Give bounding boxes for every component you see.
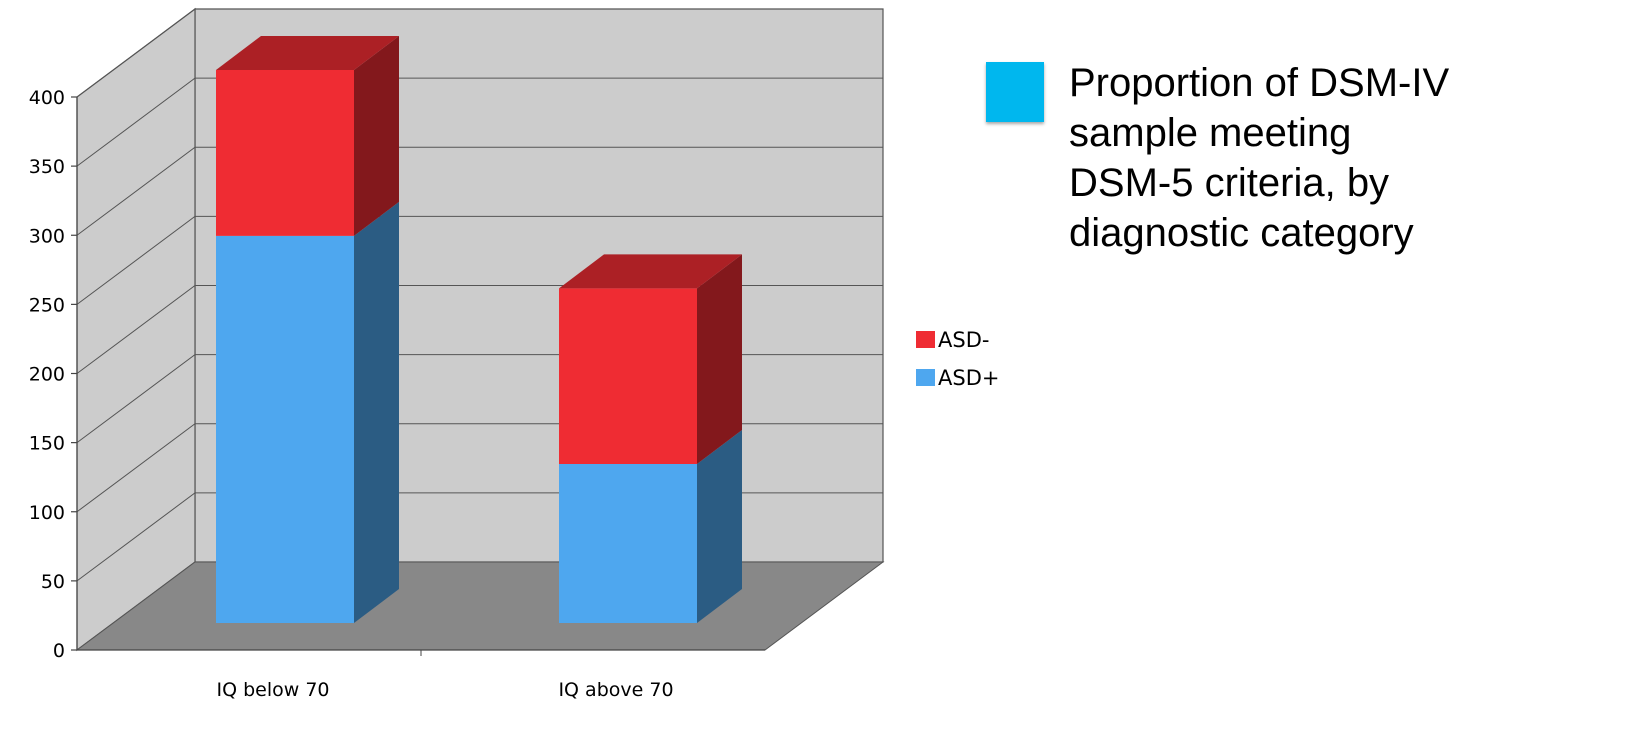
- y-tick-label: 400: [29, 87, 65, 109]
- bar-asd-plus-1: [216, 201, 399, 623]
- bar-front-face: [216, 235, 354, 623]
- legend-swatch: [916, 331, 935, 348]
- bar-side-face: [697, 430, 742, 623]
- y-axis: 0 50 100 150 200 250 300 350 400: [29, 87, 765, 662]
- bar-asd-minus-1: [216, 36, 399, 236]
- bar-front-face: [216, 70, 354, 236]
- caption-swatch: [986, 62, 1044, 122]
- legend-swatch: [916, 369, 935, 386]
- bar-group: [216, 36, 399, 623]
- bar-top-face: [216, 36, 399, 70]
- bar-side-face: [354, 36, 399, 236]
- chart-walls: [75, 7, 885, 652]
- bar-asd-plus-2: [559, 430, 742, 623]
- gridline: [76, 8, 883, 98]
- y-tick-label: 300: [29, 225, 65, 247]
- y-tick-label: 0: [53, 640, 65, 662]
- bar-asd-minus-2: [559, 254, 742, 465]
- y-tick-label: 50: [41, 571, 65, 593]
- gridline: [76, 77, 883, 167]
- gridline: [76, 146, 883, 236]
- y-tick-label: 150: [29, 433, 65, 455]
- x-tick-label: IQ below 70: [216, 679, 329, 701]
- gridline: [76, 215, 883, 305]
- legend-label: ASD-: [938, 328, 989, 352]
- y-tick-label: 350: [29, 156, 65, 178]
- y-tick-label: 200: [29, 364, 65, 386]
- y-tick-label: 100: [29, 502, 65, 524]
- bar-group: [559, 254, 742, 623]
- bars: [216, 36, 742, 623]
- legend: ASD- ASD+: [916, 328, 999, 390]
- y-tick-label: 250: [29, 294, 65, 316]
- bar-front-face: [559, 464, 697, 623]
- bar-side-face: [697, 254, 742, 465]
- floor: [75, 561, 885, 651]
- bar-side-face: [354, 201, 399, 623]
- bar-front-face: [559, 288, 697, 465]
- caption-text: Proportion of DSM-IV sample meeting DSM-…: [1069, 61, 1450, 255]
- x-axis: IQ below 70 IQ above 70: [216, 679, 673, 701]
- x-tick-label: IQ above 70: [558, 679, 673, 701]
- legend-label: ASD+: [938, 366, 999, 390]
- bar-top-face: [559, 254, 742, 289]
